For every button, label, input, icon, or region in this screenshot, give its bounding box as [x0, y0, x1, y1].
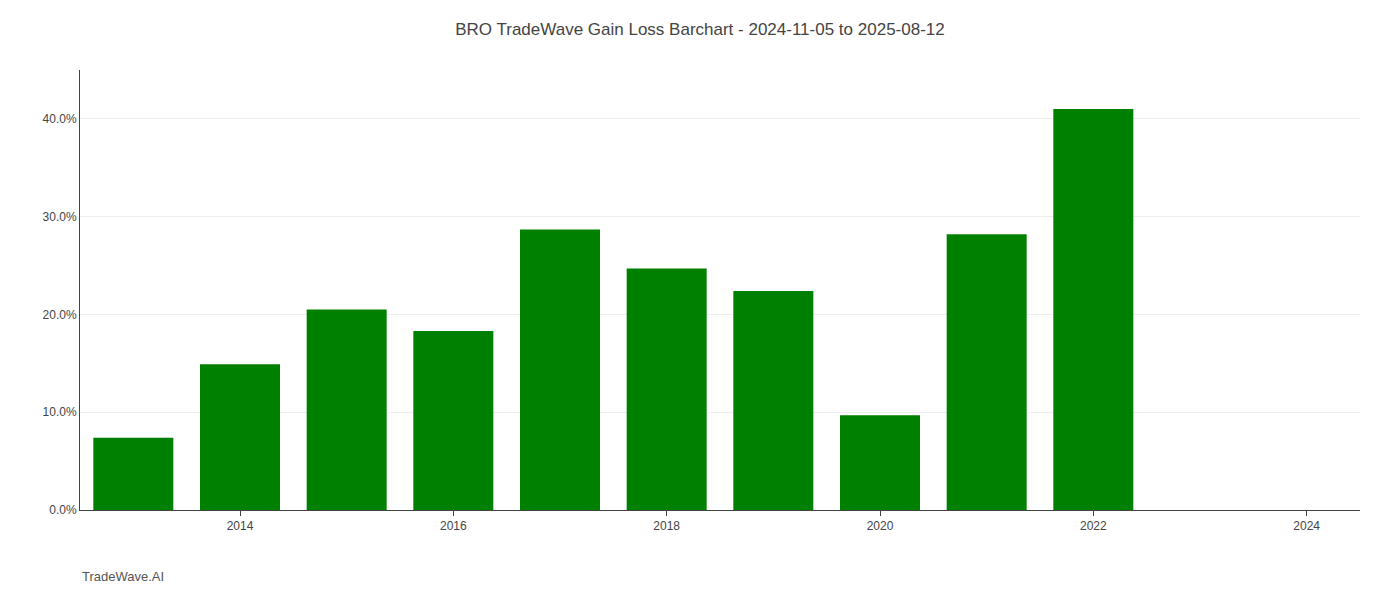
svg-text:40.0%: 40.0% — [43, 112, 77, 126]
svg-text:2018: 2018 — [653, 519, 680, 533]
svg-text:TradeWave.AI: TradeWave.AI — [82, 569, 164, 584]
svg-text:10.0%: 10.0% — [43, 405, 77, 419]
svg-text:BRO TradeWave Gain Loss Barcha: BRO TradeWave Gain Loss Barchart - 2024-… — [455, 20, 944, 39]
svg-text:2020: 2020 — [867, 519, 894, 533]
svg-text:20.0%: 20.0% — [43, 308, 77, 322]
svg-text:30.0%: 30.0% — [43, 210, 77, 224]
svg-text:2014: 2014 — [227, 519, 254, 533]
svg-text:2022: 2022 — [1080, 519, 1107, 533]
svg-text:2024: 2024 — [1293, 519, 1320, 533]
svg-text:0.0%: 0.0% — [49, 503, 77, 517]
svg-text:2016: 2016 — [440, 519, 467, 533]
